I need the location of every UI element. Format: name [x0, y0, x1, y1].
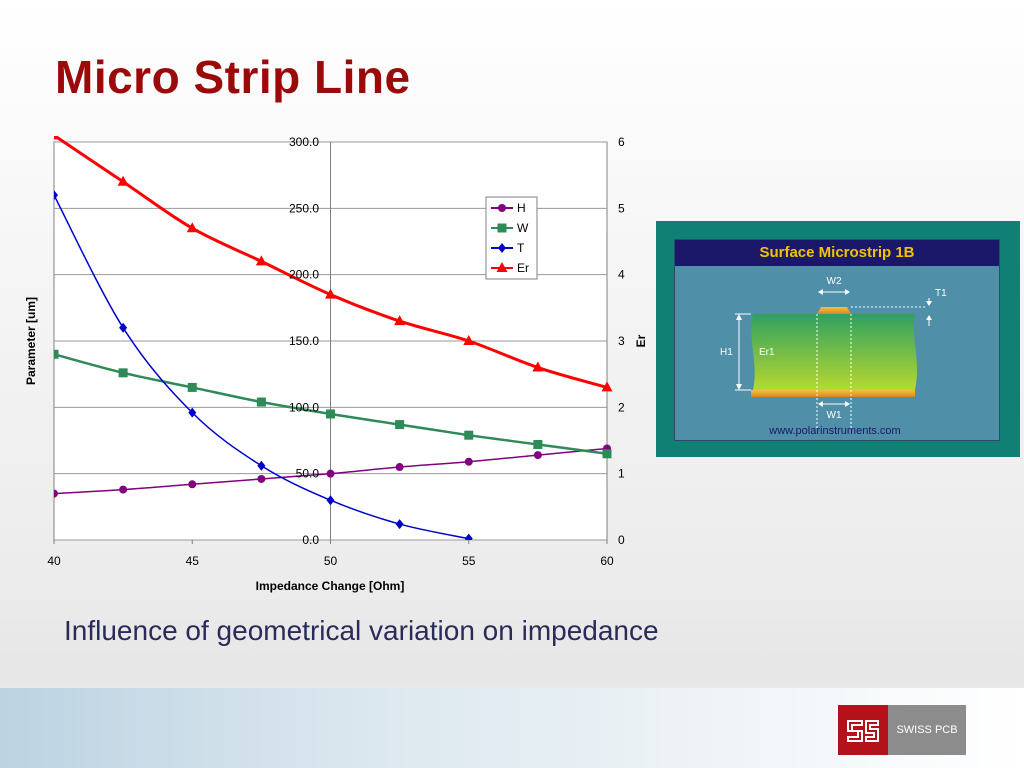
data-point-er: [255, 255, 267, 266]
data-point-er: [117, 175, 129, 186]
data-point-er: [325, 288, 336, 299]
y-tick-label: 250.0: [289, 201, 319, 215]
data-point-w: [187, 382, 197, 392]
data-point-t: [395, 519, 404, 530]
microstrip-panel: Surface Microstrip 1B: [674, 239, 1000, 441]
label-t1: T1: [935, 288, 947, 299]
x-tick-label: 45: [186, 554, 200, 568]
y2-tick-label: 1: [618, 467, 625, 481]
label-w2: W2: [827, 276, 842, 287]
y2-tick-label: 6: [618, 135, 625, 149]
data-point-h: [464, 457, 473, 466]
data-point-t: [119, 322, 128, 333]
x-tick-label: 40: [47, 554, 61, 568]
label-w1: W1: [827, 410, 842, 421]
legend-label-er: Er: [517, 261, 529, 275]
series-h: [54, 444, 611, 498]
data-point-w: [326, 409, 335, 419]
y2-tick-label: 4: [618, 268, 625, 282]
y2-tick-label: 0: [618, 533, 625, 547]
data-point-w: [118, 368, 128, 378]
legend-marker-w: [497, 223, 507, 233]
data-point-er: [186, 222, 198, 233]
data-point-w: [602, 449, 612, 459]
chart-axes: 0.050.0100.0150.0200.0250.0300.001234564…: [47, 135, 625, 568]
legend-marker-t: [498, 243, 506, 253]
slide-caption: Influence of geometrical variation on im…: [64, 615, 659, 646]
data-point-t: [188, 407, 197, 418]
label-h1: H1: [720, 347, 733, 358]
legend-label-t: T: [517, 241, 525, 255]
data-point-er: [532, 361, 544, 372]
data-point-er: [601, 381, 613, 392]
figure-header: Surface Microstrip 1B: [675, 240, 999, 266]
data-point-h: [326, 469, 335, 478]
data-point-h: [533, 451, 542, 460]
data-point-h: [395, 463, 404, 472]
series-w: [54, 349, 612, 459]
data-point-t: [54, 190, 58, 201]
figure-url: www.polarinstruments.com: [768, 425, 900, 437]
logo-text: SWISS PCB: [888, 705, 966, 755]
signal-trace: [817, 307, 851, 314]
data-point-er: [463, 335, 475, 345]
data-point-t: [464, 533, 473, 540]
data-point-t: [326, 495, 335, 506]
microstrip-cross-section: W2 T1 H1 Er1 W1 www.polarinstruments.com: [720, 276, 947, 437]
data-point-er: [54, 136, 60, 140]
chart: 0.050.0100.0150.0200.0250.0300.001234564…: [24, 135, 648, 593]
gs-logo-mark: [838, 705, 888, 755]
legend-box: [485, 196, 538, 280]
data-point-w: [533, 439, 543, 449]
gs-logo-icon: [847, 720, 879, 742]
y-tick-label: 100.0: [289, 400, 319, 414]
data-point-h: [54, 489, 58, 498]
label-er1: Er1: [759, 347, 775, 358]
dielectric-slab: [751, 314, 917, 390]
y-tick-label: 0.0: [302, 533, 319, 547]
y2-tick-label: 2: [618, 400, 625, 414]
data-point-t: [257, 460, 266, 471]
legend-label-h: H: [517, 201, 526, 215]
series-t: [54, 190, 473, 540]
legend-marker-er: [496, 262, 508, 272]
y-axis-title: Parameter [um]: [24, 297, 38, 385]
x-axis-title: Impedance Change [Ohm]: [256, 579, 405, 593]
y2-axis-title: Er: [634, 334, 648, 347]
data-point-h: [257, 474, 266, 483]
x-tick-label: 50: [324, 554, 338, 568]
legend-label-w: W: [517, 221, 529, 235]
chart-series: [54, 136, 613, 540]
data-point-w: [464, 430, 474, 440]
series-er: [54, 136, 613, 392]
chart-legend: HWT Er: [485, 196, 538, 280]
ground-plane: [751, 390, 915, 397]
y-tick-label: 50.0: [296, 467, 320, 481]
x-tick-label: 55: [462, 554, 476, 568]
data-point-h: [119, 485, 128, 494]
y-tick-label: 150.0: [289, 334, 319, 348]
y-tick-label: 200.0: [289, 268, 319, 282]
microstrip-figure: Surface Microstrip 1B: [656, 221, 1020, 457]
slide-title: Micro Strip Line: [55, 51, 411, 103]
data-point-w: [395, 420, 405, 430]
x-tick-label: 60: [600, 554, 614, 568]
data-point-w: [256, 397, 266, 407]
data-point-er: [394, 315, 406, 326]
y-tick-label: 300.0: [289, 135, 319, 149]
swiss-pcb-logo: SWISS PCB: [838, 705, 966, 755]
data-point-w: [54, 349, 59, 359]
y2-tick-label: 5: [618, 201, 625, 215]
y2-tick-label: 3: [618, 334, 625, 348]
data-point-h: [188, 480, 197, 489]
legend-marker-h: [498, 204, 506, 212]
